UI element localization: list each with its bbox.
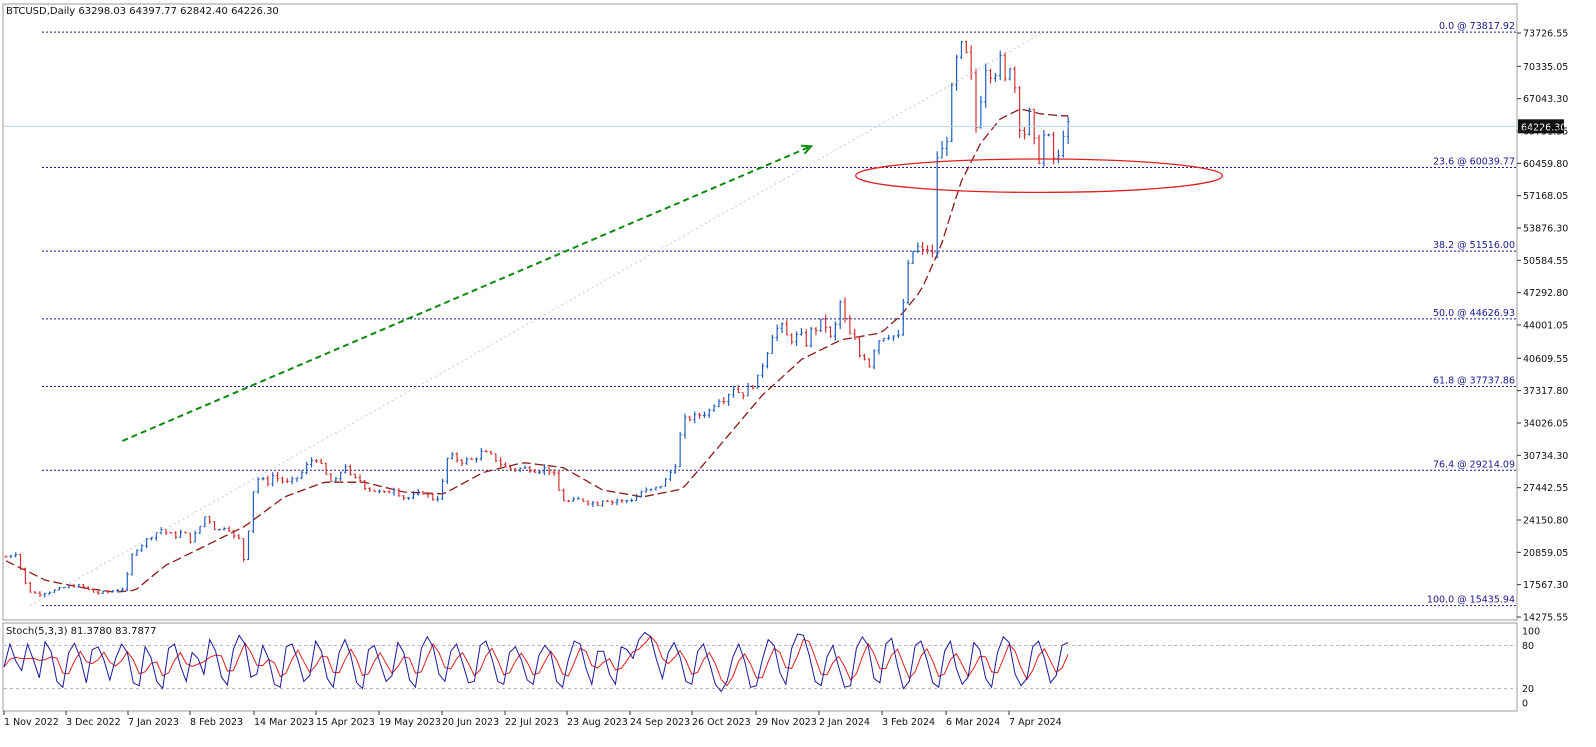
time-tick-label: 22 Jul 2023: [505, 717, 559, 728]
time-tick-label: 23 Aug 2023: [567, 717, 628, 728]
ma-line: [5, 108, 1069, 593]
price-tick-label: 14275.55: [1523, 613, 1568, 624]
stoch-axis: 100 80 20 0: [1522, 627, 1540, 710]
fibonacci-retracement[interactable]: 0.0 @ 73817.92 23.6 @ 60039.77 38.2 @ 5151…: [42, 21, 1517, 607]
fib-level-label: 38.2 @ 51516.00: [1433, 240, 1515, 251]
moving-average: [5, 108, 1069, 593]
current-price-badge: [1518, 119, 1564, 134]
price-tick-label: 73726.55: [1523, 29, 1568, 40]
fib-level-label: 23.6 @ 60039.77: [1433, 156, 1515, 167]
price-tick-label: 24150.80: [1523, 515, 1568, 526]
price-tick-label: 34026.05: [1523, 418, 1568, 429]
stochastic-oscillator: [3, 631, 1517, 693]
time-tick-label: 26 Oct 2023: [692, 717, 751, 728]
current-price-label: 64226.30: [1521, 122, 1566, 133]
support-zone-ellipse: [855, 158, 1224, 194]
price-tick-label: 57168.05: [1523, 191, 1568, 202]
time-tick-label: 14 Mar 2023: [254, 717, 314, 728]
time-tick-label: 29 Nov 2023: [756, 717, 817, 728]
price-tick-label: 67043.30: [1523, 94, 1568, 105]
time-tick-label: 20 Jun 2023: [442, 717, 499, 728]
price-tick-label: 20859.05: [1523, 548, 1568, 559]
price-tick-label: 17567.30: [1523, 580, 1568, 591]
fib-level-label: 0.0 @ 73817.92: [1439, 21, 1515, 32]
stoch-tick-label: 0: [1522, 699, 1528, 710]
time-tick-label: 7 Apr 2024: [1009, 717, 1062, 728]
trend-arrow-head: [801, 144, 814, 155]
stoch-main-line: [3, 631, 1069, 693]
fib-diagonal-line: [30, 31, 1045, 607]
price-tick-label: 50584.55: [1523, 256, 1568, 267]
chart-title: BTCUSD,Daily 63298.03 64397.77 62842.40 …: [6, 6, 279, 17]
time-tick-label: 24 Sep 2023: [630, 717, 690, 728]
fib-level-label: 100.0 @ 15435.94: [1427, 595, 1515, 606]
time-tick-label: 7 Jan 2023: [128, 717, 179, 728]
time-tick-label: 8 Feb 2023: [190, 717, 243, 728]
price-tick-label: 37317.80: [1523, 386, 1568, 397]
stoch-title: Stoch(5,3,3) 81.3780 83.7877: [6, 626, 157, 637]
price-tick-label: 27442.55: [1523, 483, 1568, 494]
annotations[interactable]: 64226.30: [4, 31, 1566, 607]
fib-level-label: 61.8 @ 37737.86: [1433, 376, 1515, 387]
price-tick-label: 60459.80: [1523, 159, 1568, 170]
stoch-tick-label: 20: [1522, 684, 1534, 695]
price-tick-label: 47292.80: [1523, 288, 1568, 299]
stoch-tick-label: 80: [1522, 641, 1534, 652]
price-tick-label: 40609.55: [1523, 354, 1568, 365]
price-panel-border: [2, 3, 1518, 621]
price-tick-label: 63751.55: [1523, 126, 1568, 137]
price-axis: 73726.55 70335.05 67043.30 63751.55 60459.80…: [1517, 29, 1568, 624]
price-tick-label: 70335.05: [1523, 62, 1568, 73]
price-tick-label: 30734.30: [1523, 451, 1568, 462]
price-panel-frame: [2, 3, 1518, 621]
time-tick-label: 6 Mar 2024: [946, 717, 1000, 728]
time-tick-label: 19 May 2023: [379, 717, 441, 728]
time-tick-label: 3 Dec 2022: [66, 717, 121, 728]
candles-series: [4, 40, 1070, 597]
price-tick-label: 44001.05: [1523, 321, 1568, 332]
stoch-tick-label: 100: [1522, 627, 1540, 638]
price-tick-label: 53876.30: [1523, 223, 1568, 234]
trend-arrow-line: [122, 145, 812, 442]
stoch-panel-frame: [2, 622, 1518, 712]
time-tick-label: 3 Feb 2024: [882, 717, 935, 728]
fib-level-label: 76.4 @ 29214.09: [1433, 459, 1515, 470]
stoch-panel-border: [2, 622, 1518, 712]
time-tick-label: 1 Nov 2022: [4, 717, 59, 728]
time-tick-label: 15 Apr 2023: [316, 717, 375, 728]
time-tick-label: 2 Jan 2024: [819, 717, 870, 728]
stoch-signal-line: [3, 635, 1069, 687]
time-axis: 1 Nov 2022 3 Dec 2022 7 Jan 2023 8 Feb 2023…: [3, 711, 1062, 728]
fib-level-label: 50.0 @ 44626.93: [1433, 308, 1515, 319]
